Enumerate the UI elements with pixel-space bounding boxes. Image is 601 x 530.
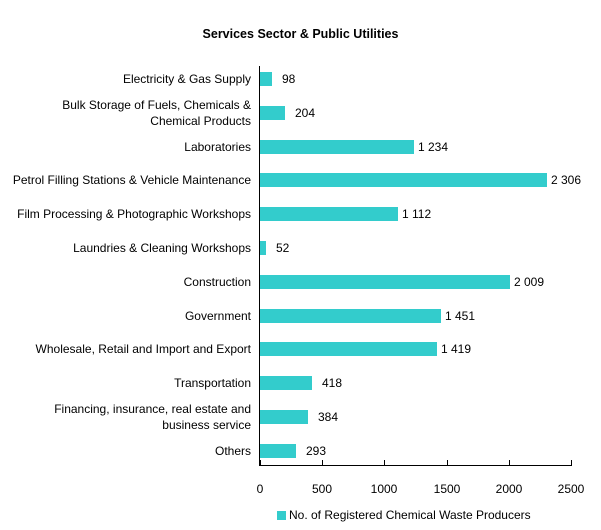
- x-tick: [509, 460, 510, 466]
- legend: No. of Registered Chemical Waste Produce…: [277, 508, 531, 522]
- category-label: Others: [214, 443, 251, 458]
- x-tick: [260, 460, 261, 466]
- bar: [260, 443, 296, 458]
- bar: [260, 105, 285, 120]
- x-tick: [322, 460, 323, 466]
- category-label: Transportation: [174, 376, 251, 391]
- bar: [260, 342, 437, 357]
- bar-value-label: 52: [276, 241, 290, 255]
- chart-title: Services Sector & Public Utilities: [202, 27, 399, 41]
- category-label: Bulk Storage of Fuels, Chemicals & Chemic…: [62, 97, 251, 128]
- x-tick-label: 1000: [370, 482, 398, 496]
- bar-value-label: 1 112: [402, 207, 432, 222]
- bar: [260, 72, 272, 86]
- x-tick-label: 2500: [557, 482, 585, 496]
- bar-value-label: 1 419: [441, 342, 472, 357]
- bar: [260, 410, 308, 424]
- category-label: Film Processing & Photographic Workshops: [17, 207, 251, 222]
- x-tick-label: 0: [256, 482, 264, 496]
- category-label: Construction: [183, 274, 251, 289]
- x-tick: [571, 460, 572, 466]
- bar: [260, 241, 266, 255]
- y-axis-line: [259, 66, 260, 466]
- category-label: Laundries & Cleaning Workshops: [73, 241, 251, 255]
- bar-value-label: 2 009: [514, 274, 545, 289]
- category-label: Wholesale, Retail and Import and Export: [35, 342, 251, 357]
- x-tick-label: 500: [311, 482, 333, 496]
- category-label: Petrol Filling Stations & Vehicle Mainte…: [12, 173, 251, 188]
- category-label: Laboratories: [184, 139, 251, 154]
- bar-value-label: 1 451: [445, 308, 476, 323]
- bar-value-label: 98: [282, 72, 296, 86]
- bar: [260, 376, 312, 391]
- x-tick: [447, 460, 448, 466]
- category-label: Government: [184, 308, 251, 323]
- bar: [260, 308, 441, 323]
- x-axis-line: [260, 465, 571, 466]
- bar: [260, 274, 510, 289]
- bar: [260, 173, 547, 188]
- legend-swatch-icon: [277, 510, 286, 520]
- bar-value-label: 384: [318, 410, 339, 424]
- bar-value-label: 2 306: [551, 173, 582, 188]
- bar-value-label: 418: [322, 376, 343, 391]
- bar: [260, 207, 398, 222]
- bar: [260, 139, 414, 154]
- bar-value-label: 204: [295, 105, 316, 120]
- x-tick-label: 1500: [433, 482, 461, 496]
- category-label: Financing, insurance, real estate and bus…: [54, 402, 251, 432]
- bar-value-label: 1 234: [418, 139, 449, 154]
- x-tick: [384, 460, 385, 466]
- category-label: Electricity & Gas Supply: [122, 72, 251, 86]
- legend-label: No. of Registered Chemical Waste Produce…: [289, 508, 531, 522]
- x-tick-label: 2000: [495, 482, 523, 496]
- bar-value-label: 293: [306, 443, 327, 458]
